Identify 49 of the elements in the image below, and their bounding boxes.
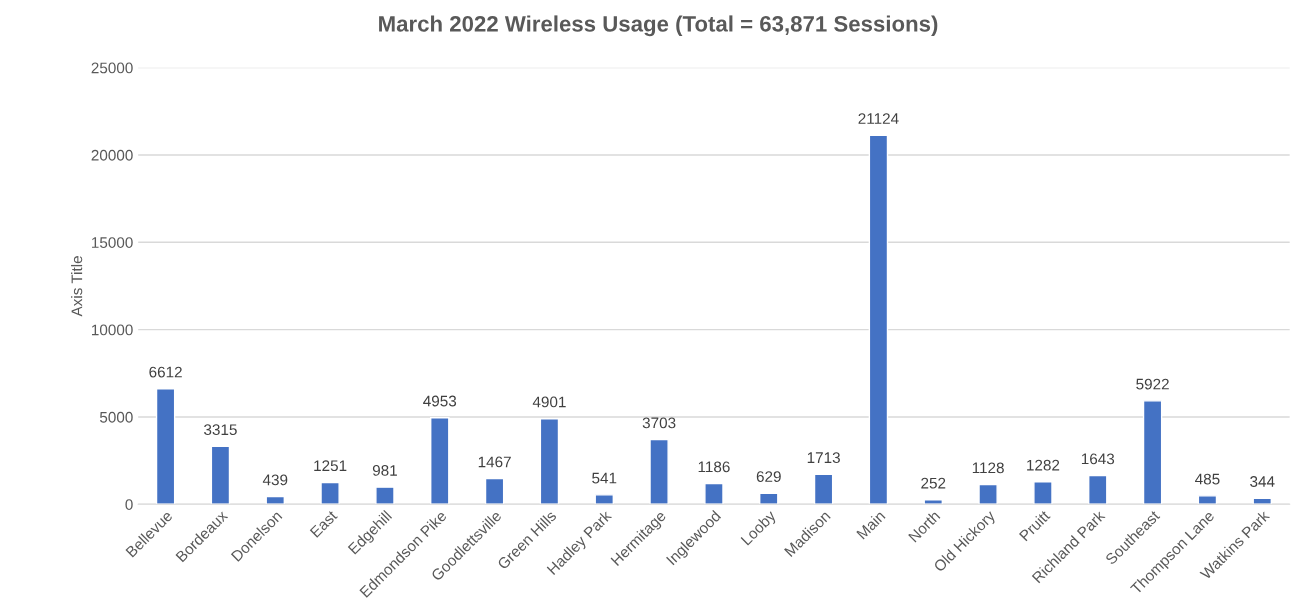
data-label: 1643 <box>1081 453 1115 465</box>
chart-title: March 2022 Wireless Usage (Total = 63,871 Sessions) <box>379 15 938 37</box>
bar <box>649 438 669 505</box>
y-tick-label: 10000 <box>92 324 133 336</box>
data-label: 3703 <box>642 417 676 429</box>
bar <box>1197 495 1218 505</box>
data-label: 6612 <box>149 366 182 378</box>
bar <box>1033 481 1053 505</box>
data-label: 4901 <box>532 396 566 408</box>
bar <box>813 473 834 505</box>
y-tick-label: 25000 <box>91 62 133 74</box>
bar <box>923 499 944 505</box>
bar <box>594 494 615 505</box>
bar <box>539 418 560 505</box>
bar <box>155 388 176 505</box>
data-label: 439 <box>262 474 288 486</box>
data-label: 1713 <box>807 452 840 464</box>
data-label: 1251 <box>314 460 347 472</box>
data-label: 541 <box>592 472 617 484</box>
data-label: 629 <box>756 471 781 482</box>
data-label: 5922 <box>1136 378 1169 390</box>
data-label: 485 <box>1195 473 1220 485</box>
data-label: 1282 <box>1027 459 1060 471</box>
y-tick-label: 15000 <box>92 237 133 248</box>
y-tick-label: 20000 <box>91 149 133 161</box>
bar <box>320 481 340 505</box>
y-tick-label: 0 <box>125 499 133 510</box>
data-label: 344 <box>1250 476 1275 487</box>
data-label: 1186 <box>698 461 730 473</box>
y-tick-label: 5000 <box>99 411 133 423</box>
bar <box>1142 400 1163 505</box>
data-label: 21124 <box>858 113 899 124</box>
bar <box>484 477 505 505</box>
bar <box>375 486 395 505</box>
bar <box>1088 474 1108 505</box>
y-axis-title: Axis Title <box>71 256 83 317</box>
data-label: 252 <box>921 477 946 489</box>
data-label: 1467 <box>478 456 511 468</box>
bar <box>868 134 889 505</box>
bar <box>759 492 779 505</box>
data-label: 3315 <box>204 424 237 436</box>
bar <box>210 445 231 505</box>
bar <box>265 495 286 505</box>
bar <box>704 482 724 505</box>
bar <box>978 483 998 505</box>
data-label: 1128 <box>972 462 1004 474</box>
data-label: 4953 <box>423 395 457 407</box>
data-label: 981 <box>372 464 397 476</box>
bar <box>430 417 450 505</box>
